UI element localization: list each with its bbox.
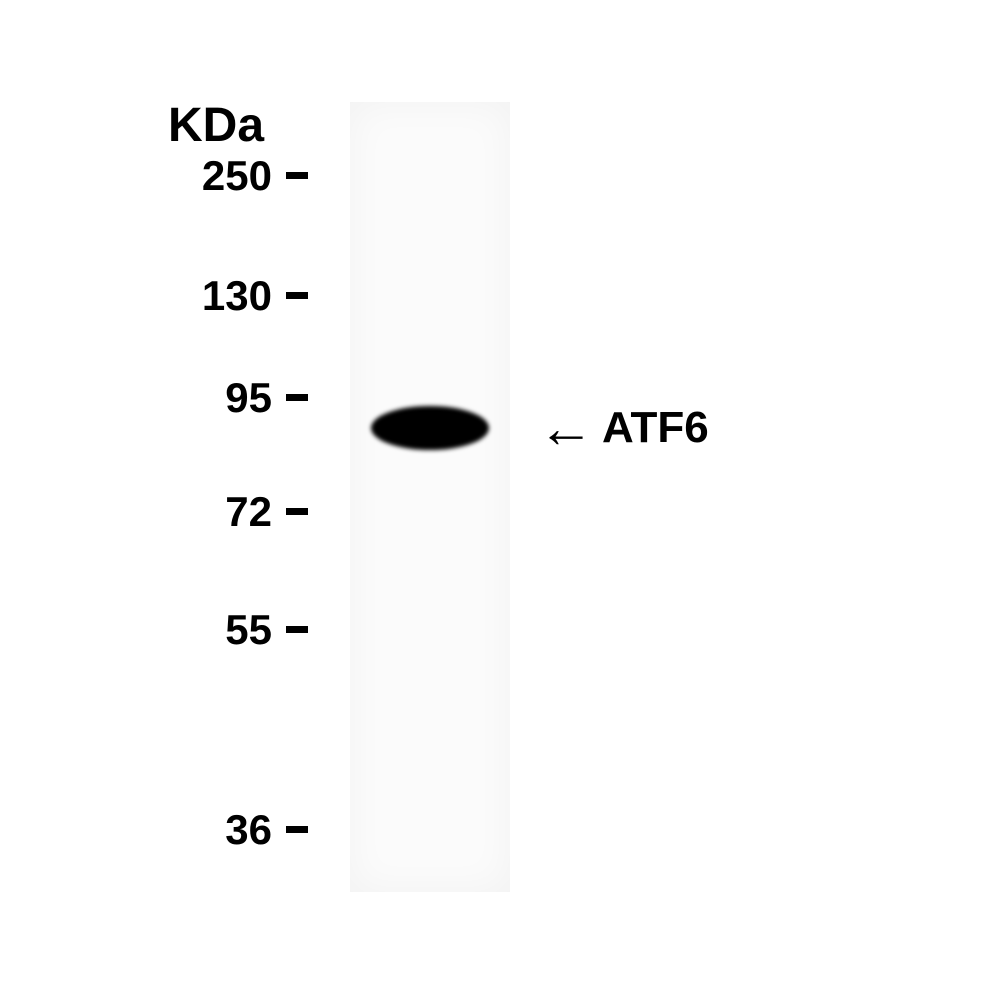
mw-marker-tick bbox=[286, 826, 308, 833]
mw-marker: 95 bbox=[0, 373, 308, 423]
mw-marker-tick bbox=[286, 172, 308, 179]
mw-marker-tick bbox=[286, 508, 308, 515]
mw-marker-value: 36 bbox=[225, 806, 272, 854]
mw-marker-value: 95 bbox=[225, 374, 272, 422]
mw-marker-value: 130 bbox=[202, 272, 272, 320]
mw-marker-value: 72 bbox=[225, 488, 272, 536]
western-blot-figure: KDa ← ATF6 250 130 95 72 55 36 bbox=[0, 0, 1000, 1000]
mw-marker-value: 250 bbox=[202, 152, 272, 200]
band-annotation: ← ATF6 bbox=[538, 397, 709, 459]
unit-label: KDa bbox=[168, 98, 264, 153]
mw-marker: 250 bbox=[0, 151, 308, 201]
blot-lane bbox=[350, 102, 510, 892]
mw-marker: 130 bbox=[0, 271, 308, 321]
mw-marker-tick bbox=[286, 394, 308, 401]
protein-band bbox=[371, 406, 489, 450]
arrow-left-icon: ← bbox=[538, 400, 594, 456]
mw-marker-tick bbox=[286, 626, 308, 633]
mw-marker: 55 bbox=[0, 605, 308, 655]
band-annotation-label: ATF6 bbox=[602, 403, 709, 453]
mw-marker: 36 bbox=[0, 805, 308, 855]
mw-marker-value: 55 bbox=[225, 606, 272, 654]
mw-marker: 72 bbox=[0, 487, 308, 537]
mw-marker-tick bbox=[286, 292, 308, 299]
